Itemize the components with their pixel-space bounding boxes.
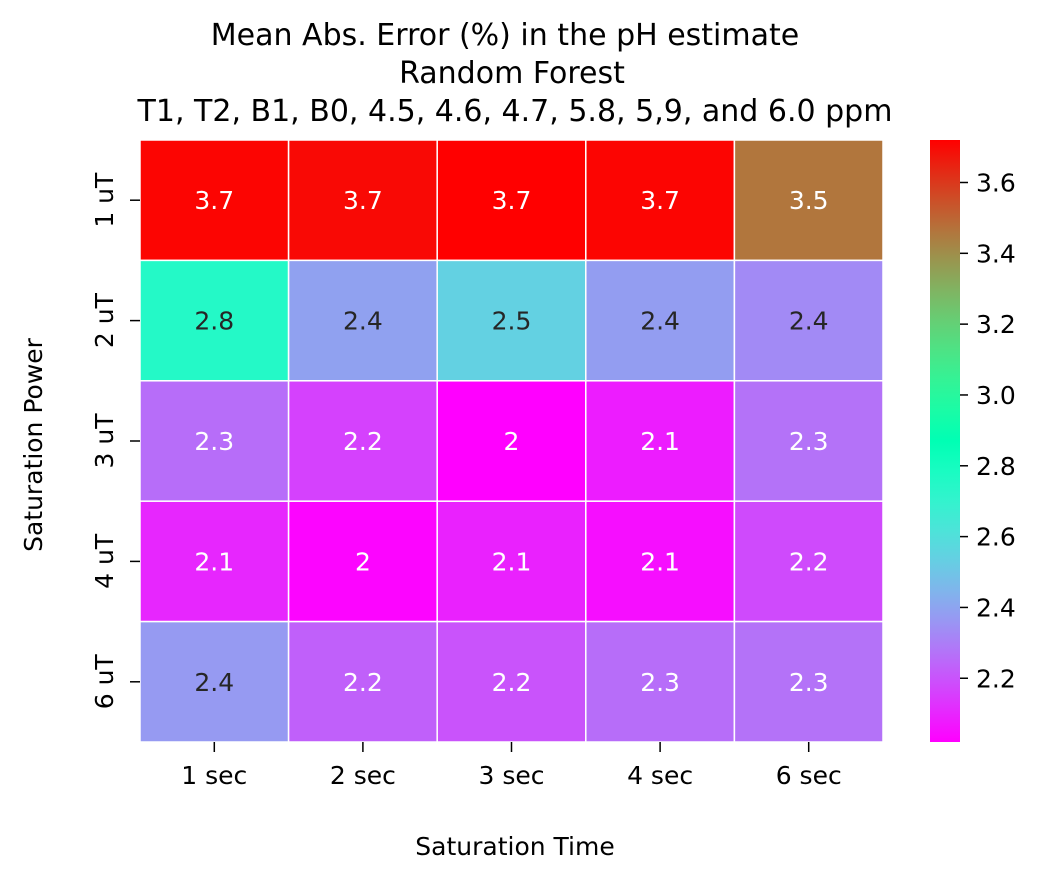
cell-value-label: 2.2	[492, 668, 532, 697]
colorbar-gradient	[930, 140, 960, 742]
chart-title: Mean Abs. Error (%) in the pH estimate R…	[137, 18, 893, 129]
heatmap-cell	[287, 139, 438, 262]
heatmap-cell	[436, 500, 587, 623]
cell-value-label: 2	[504, 427, 520, 456]
colorbar-tick-label: 3.2	[976, 310, 1016, 339]
colorbar-tick-label: 3.0	[976, 381, 1016, 410]
y-tick-label: 1 uT	[90, 172, 119, 228]
heatmap-cell	[733, 620, 884, 743]
heatmap-cell	[733, 259, 884, 382]
heatmap-cells	[139, 139, 884, 743]
heatmap-cell	[436, 620, 587, 743]
heatmap-cell	[585, 380, 736, 502]
cell-value-label: 2.4	[343, 307, 383, 336]
cell-value-label: 3.7	[492, 186, 532, 215]
cell-value-label: 2.1	[640, 427, 680, 456]
heatmap-cell	[287, 500, 438, 623]
cell-value-label: 2.1	[640, 547, 680, 576]
heatmap-cell	[287, 380, 438, 502]
cell-value-label: 3.7	[194, 186, 234, 215]
cell-value-label: 2.3	[789, 668, 829, 697]
cell-value-label: 2.5	[492, 307, 532, 336]
colorbar-tick-label: 2.8	[976, 452, 1016, 481]
x-tick-label: 3 sec	[478, 761, 544, 790]
cell-value-label: 3.7	[640, 186, 680, 215]
y-tick-label: 3 uT	[90, 413, 119, 469]
y-axis-label: Saturation Power	[19, 337, 48, 552]
heatmap-cell	[287, 620, 438, 743]
heatmap-cell	[733, 139, 884, 262]
heatmap-cell	[436, 380, 587, 502]
y-axis: 1 uT 2 uT 3 uT 4 uT 6 uT	[90, 172, 140, 709]
colorbar: 2.2 2.4 2.6 2.8 3.0 3.2 3.4 3.6	[930, 140, 1016, 742]
y-tick-label: 4 uT	[90, 533, 119, 589]
title-line-3: T1, T2, B1, B0, 4.5, 4.6, 4.7, 5.8, 5,9,…	[137, 94, 893, 129]
x-tick-label: 2 sec	[330, 761, 396, 790]
cell-value-label: 2.3	[194, 427, 234, 456]
colorbar-tick-label: 2.6	[976, 523, 1016, 552]
cell-value-label: 2.8	[194, 307, 234, 336]
title-line-2: Random Forest	[399, 56, 625, 91]
cell-value-label: 2.2	[343, 427, 383, 456]
heatmap-cell	[139, 620, 290, 743]
colorbar-tick-label: 2.4	[976, 593, 1016, 622]
cell-value-label: 2.2	[343, 668, 383, 697]
cell-value-label: 3.5	[789, 186, 829, 215]
x-axis: 1 sec 2 sec 3 sec 4 sec 6 sec	[181, 742, 842, 790]
cell-value-label: 2.3	[640, 668, 680, 697]
cell-value-label: 2	[355, 547, 371, 576]
cell-value-label: 2.3	[789, 427, 829, 456]
y-tick-label: 6 uT	[90, 654, 119, 710]
heatmap-cell	[436, 139, 587, 262]
cell-value-label: 2.2	[789, 547, 829, 576]
heatmap-annotations: 3.7 3.7 3.7 3.7 3.5 2.8 2.4 2.5 2.4 2.4 2.3 2.2 2 2.1…	[194, 186, 828, 697]
cell-value-label: 2.4	[789, 307, 829, 336]
colorbar-tick-label: 2.2	[976, 664, 1016, 693]
x-axis-label: Saturation Time	[415, 832, 614, 861]
heatmap-cell	[436, 259, 587, 382]
cell-value-label: 2.1	[194, 547, 234, 576]
cell-value-label: 2.1	[492, 547, 532, 576]
title-line-1: Mean Abs. Error (%) in the pH estimate	[211, 18, 799, 53]
x-tick-label: 6 sec	[776, 761, 842, 790]
colorbar-tick-label: 3.4	[976, 239, 1016, 268]
heatmap-cell	[139, 139, 290, 262]
cell-value-label: 3.7	[343, 186, 383, 215]
heatmap-cell	[139, 259, 290, 382]
heatmap-cell	[733, 380, 884, 502]
heatmap-cell	[733, 500, 884, 623]
cell-value-label: 2.4	[640, 307, 680, 336]
x-tick-label: 1 sec	[181, 761, 247, 790]
x-tick-label: 4 sec	[627, 761, 693, 790]
heatmap-cell	[585, 500, 736, 623]
colorbar-tick-label: 3.6	[976, 168, 1016, 197]
cell-value-label: 2.4	[194, 668, 234, 697]
heatmap-cell	[585, 139, 736, 262]
y-tick-label: 2 uT	[90, 292, 119, 348]
